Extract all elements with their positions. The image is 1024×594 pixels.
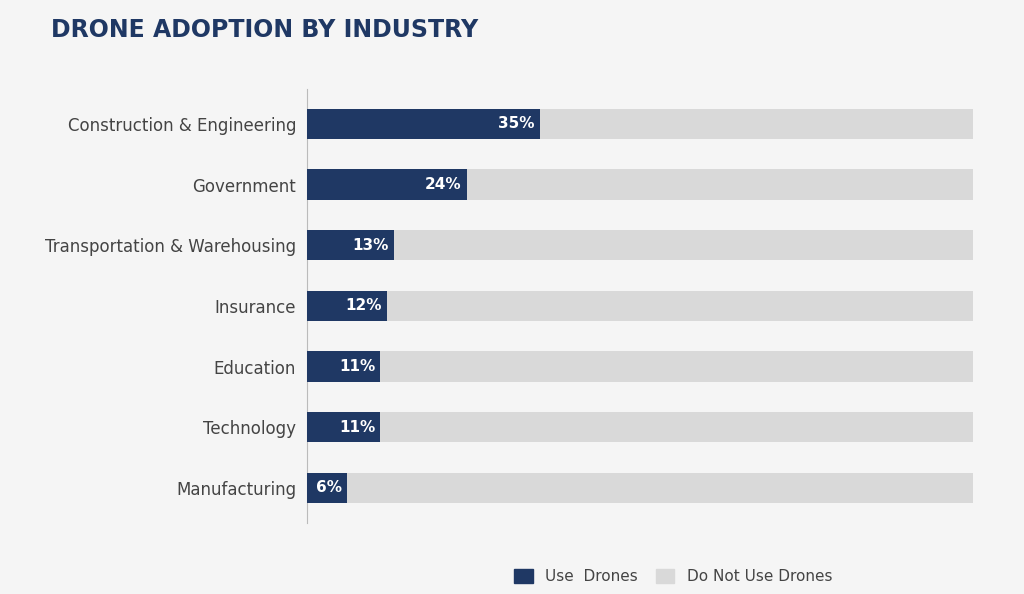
- Bar: [307, 169, 467, 200]
- Bar: [307, 230, 973, 260]
- Bar: [307, 352, 380, 382]
- Text: 13%: 13%: [352, 238, 388, 253]
- Bar: [307, 109, 541, 139]
- Text: 6%: 6%: [315, 481, 342, 495]
- Bar: [307, 290, 387, 321]
- Legend: Use  Drones, Do Not Use Drones: Use Drones, Do Not Use Drones: [514, 570, 833, 584]
- Bar: [307, 412, 380, 443]
- Bar: [307, 473, 973, 503]
- Text: 24%: 24%: [425, 177, 462, 192]
- Bar: [307, 169, 973, 200]
- Text: 11%: 11%: [339, 420, 375, 435]
- Text: DRONE ADOPTION BY INDUSTRY: DRONE ADOPTION BY INDUSTRY: [51, 18, 478, 42]
- Bar: [307, 352, 973, 382]
- Text: 12%: 12%: [345, 298, 382, 314]
- Bar: [307, 290, 973, 321]
- Bar: [307, 412, 973, 443]
- Text: 35%: 35%: [499, 116, 535, 131]
- Bar: [307, 109, 973, 139]
- Bar: [307, 473, 347, 503]
- Bar: [307, 230, 393, 260]
- Text: 11%: 11%: [339, 359, 375, 374]
